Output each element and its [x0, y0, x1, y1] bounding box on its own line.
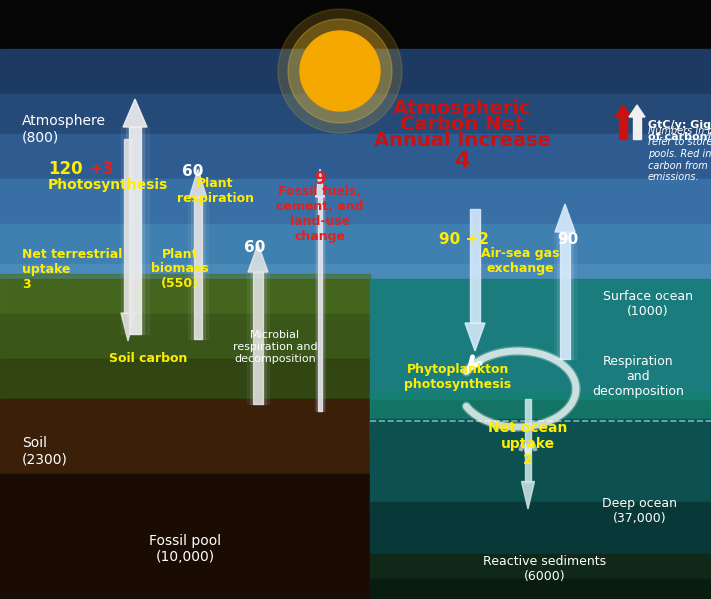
- Text: 120: 120: [48, 160, 82, 178]
- Bar: [470, 209, 480, 323]
- Text: Photosynthesis: Photosynthesis: [48, 178, 169, 192]
- Bar: [0, 274, 370, 319]
- Bar: [619, 117, 627, 139]
- Text: Annual Increase: Annual Increase: [373, 132, 550, 150]
- Bar: [633, 117, 641, 139]
- Text: Soil carbon: Soil carbon: [109, 352, 187, 365]
- Bar: [560, 232, 570, 359]
- Bar: [0, 399, 370, 474]
- Text: 9: 9: [314, 170, 326, 188]
- Bar: [0, 0, 711, 54]
- Text: Plant
respiration: Plant respiration: [176, 177, 254, 205]
- Text: 60: 60: [182, 165, 203, 180]
- Bar: [370, 419, 711, 509]
- Bar: [193, 197, 203, 339]
- Bar: [316, 197, 324, 411]
- Bar: [554, 232, 577, 359]
- Bar: [253, 272, 263, 404]
- Text: Microbial
respiration and
decomposition: Microbial respiration and decomposition: [232, 331, 317, 364]
- Text: Fossil fuels,
cement, and
land-use
change: Fossil fuels, cement, and land-use chang…: [277, 185, 364, 243]
- Bar: [0, 314, 370, 364]
- Bar: [0, 49, 711, 79]
- Text: Carbon Net: Carbon Net: [400, 116, 524, 135]
- Text: Respiration
and
decomposition: Respiration and decomposition: [592, 355, 684, 398]
- Text: Reactive sediments
(6000): Reactive sediments (6000): [483, 555, 606, 583]
- Text: Plant
biomass
(550): Plant biomass (550): [151, 247, 209, 291]
- Bar: [525, 399, 531, 482]
- Bar: [191, 197, 205, 339]
- Text: Net ocean
uptake
2: Net ocean uptake 2: [488, 421, 567, 467]
- Polygon shape: [521, 482, 535, 509]
- Bar: [315, 197, 325, 411]
- Polygon shape: [615, 105, 631, 117]
- Bar: [0, 49, 711, 99]
- Bar: [370, 419, 711, 444]
- Text: 90 +2: 90 +2: [439, 231, 489, 247]
- Text: Numbers in parentheses
refer to stored carbon
pools. Red indicates
carbon from h: Numbers in parentheses refer to stored c…: [648, 126, 711, 182]
- Polygon shape: [629, 105, 645, 117]
- Text: 90: 90: [557, 231, 579, 247]
- Bar: [0, 339, 370, 379]
- Polygon shape: [121, 313, 135, 341]
- Bar: [188, 197, 208, 339]
- Text: Atmosphere
(800): Atmosphere (800): [22, 114, 106, 144]
- Bar: [0, 474, 370, 599]
- Circle shape: [278, 9, 402, 133]
- Text: 60: 60: [245, 240, 266, 255]
- Text: +3: +3: [88, 160, 114, 178]
- Bar: [0, 264, 711, 309]
- Polygon shape: [190, 169, 206, 197]
- Text: GtC/y: Gigatons
of carbon/year: GtC/y: Gigatons of carbon/year: [648, 120, 711, 142]
- Bar: [129, 127, 141, 334]
- Bar: [370, 394, 711, 424]
- Polygon shape: [316, 169, 324, 197]
- Text: 4: 4: [454, 151, 470, 171]
- Bar: [0, 94, 711, 139]
- Polygon shape: [465, 323, 485, 351]
- Text: Deep ocean
(37,000): Deep ocean (37,000): [602, 497, 678, 525]
- Bar: [0, 304, 711, 344]
- Bar: [318, 197, 322, 411]
- Bar: [370, 279, 711, 399]
- Polygon shape: [555, 204, 575, 232]
- Bar: [370, 579, 711, 599]
- Circle shape: [288, 19, 392, 123]
- Text: Phytoplankton
photosynthesis: Phytoplankton photosynthesis: [405, 363, 511, 391]
- Bar: [370, 554, 711, 599]
- Bar: [370, 502, 711, 557]
- Bar: [122, 127, 149, 334]
- Circle shape: [300, 31, 380, 111]
- Bar: [126, 127, 144, 334]
- Bar: [0, 224, 711, 269]
- Text: Surface ocean
(1000): Surface ocean (1000): [603, 290, 693, 318]
- Bar: [124, 139, 132, 313]
- Bar: [0, 179, 711, 229]
- Polygon shape: [123, 99, 147, 127]
- Text: Soil
(2300): Soil (2300): [22, 436, 68, 466]
- Bar: [250, 272, 266, 404]
- Bar: [247, 272, 269, 404]
- Bar: [557, 232, 573, 359]
- Text: Net terrestrial
uptake
3: Net terrestrial uptake 3: [22, 247, 122, 291]
- Polygon shape: [248, 244, 268, 272]
- Text: Air-sea gas
exchange: Air-sea gas exchange: [481, 247, 560, 275]
- Text: Fossil pool
(10,000): Fossil pool (10,000): [149, 534, 221, 564]
- Text: Atmospheric: Atmospheric: [392, 99, 531, 119]
- Bar: [0, 134, 711, 184]
- Bar: [0, 359, 370, 404]
- Bar: [0, 279, 370, 404]
